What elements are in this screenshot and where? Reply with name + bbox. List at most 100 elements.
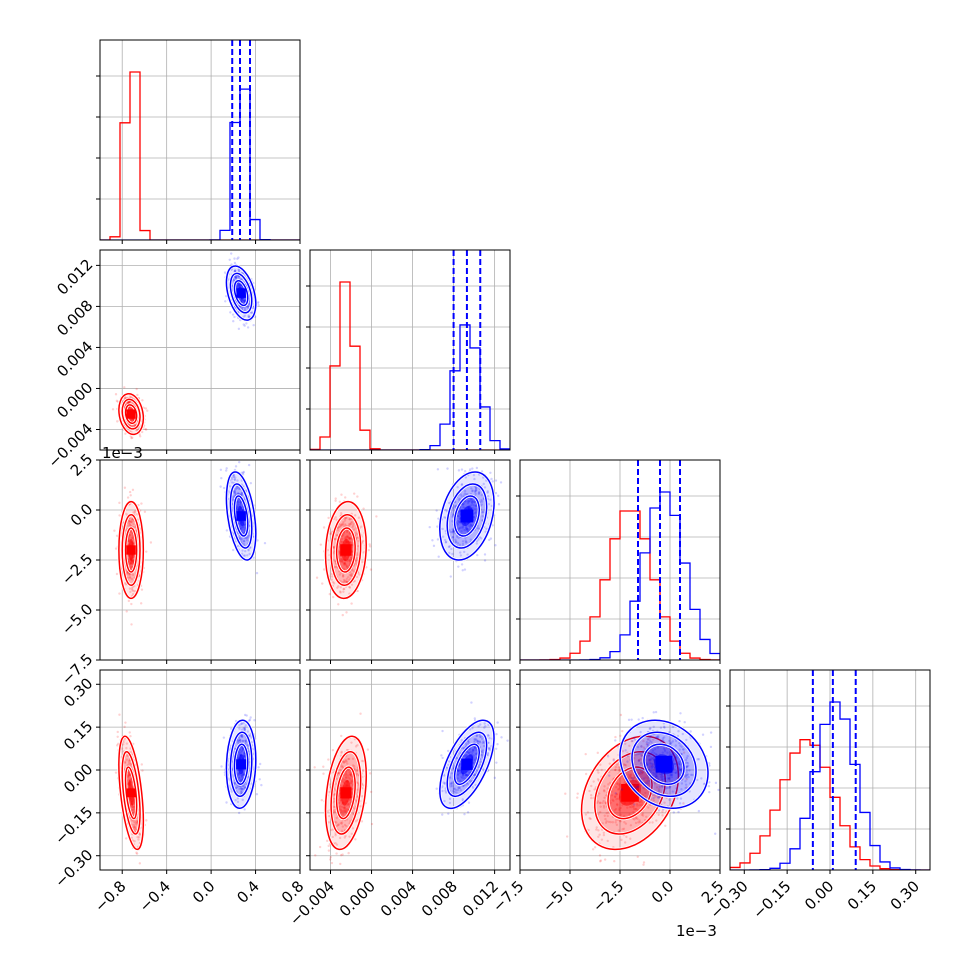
density-peak bbox=[460, 510, 473, 523]
scatter-point bbox=[440, 754, 442, 756]
scatter-point bbox=[585, 773, 587, 775]
scatter-point bbox=[594, 846, 596, 848]
scatter-point bbox=[484, 454, 486, 456]
scatter-point bbox=[494, 544, 496, 546]
scatter-point bbox=[238, 461, 240, 463]
scatter-point bbox=[488, 539, 490, 541]
scatter-point bbox=[243, 808, 245, 810]
scatter-point bbox=[225, 801, 227, 803]
scatter-point bbox=[496, 743, 498, 745]
scatter-point bbox=[447, 812, 449, 814]
scatter-point bbox=[619, 735, 621, 737]
scatter-point bbox=[370, 791, 372, 793]
scatter-point bbox=[250, 482, 252, 484]
scatter-point bbox=[436, 525, 438, 527]
scatter-point bbox=[118, 713, 120, 715]
scatter-point bbox=[313, 766, 315, 768]
scatter-point bbox=[323, 526, 325, 528]
scatter-point bbox=[224, 300, 226, 302]
scatter-point bbox=[643, 861, 645, 863]
scatter-point bbox=[447, 750, 449, 752]
scatter-point bbox=[229, 259, 231, 261]
scatter-point bbox=[641, 717, 643, 719]
scatter-point bbox=[331, 862, 333, 864]
scatter-point bbox=[446, 467, 448, 469]
scatter-point bbox=[220, 765, 222, 767]
scatter-point bbox=[253, 719, 255, 721]
scatter-point bbox=[335, 852, 337, 854]
grid-2-2 bbox=[520, 460, 720, 660]
scatter-point bbox=[259, 763, 261, 765]
scatter-point bbox=[236, 258, 238, 260]
scatter-point bbox=[259, 778, 261, 780]
scatter-point bbox=[245, 322, 247, 324]
scatter-point bbox=[113, 529, 115, 531]
scatter-point bbox=[458, 469, 460, 471]
joint-p0-p3 bbox=[114, 713, 262, 864]
scatter-point bbox=[220, 469, 222, 471]
scatter-point bbox=[229, 311, 231, 313]
scatter-point bbox=[340, 735, 342, 737]
scatter-point bbox=[564, 793, 566, 795]
density-peak bbox=[236, 288, 246, 298]
scatter-point bbox=[328, 849, 330, 851]
scatter-point bbox=[492, 480, 494, 482]
scatter-point bbox=[146, 410, 148, 412]
scatter-point bbox=[441, 813, 443, 815]
scatter-point bbox=[128, 600, 130, 602]
scatter-point bbox=[129, 731, 131, 733]
scatter-point bbox=[223, 736, 225, 738]
scatter-point bbox=[497, 495, 499, 497]
scatter-point bbox=[260, 784, 262, 786]
scatter-point bbox=[116, 736, 118, 738]
scatter-point bbox=[441, 730, 443, 732]
scatter-point bbox=[353, 492, 355, 494]
scatter-point bbox=[129, 735, 131, 737]
scatter-point bbox=[638, 718, 640, 720]
density-peak bbox=[340, 787, 351, 798]
scatter-point bbox=[604, 858, 606, 860]
scatter-point bbox=[314, 854, 316, 856]
scatter-point bbox=[256, 572, 258, 574]
scatter-point bbox=[327, 758, 329, 760]
scatter-point bbox=[437, 468, 439, 470]
scatter-point bbox=[135, 851, 137, 853]
scatter-point bbox=[369, 543, 371, 545]
scatter-point bbox=[145, 819, 147, 821]
scatter-point bbox=[708, 785, 710, 787]
scatter-point bbox=[350, 602, 352, 604]
scatter-point bbox=[115, 393, 117, 395]
scatter-point bbox=[247, 326, 249, 328]
scatter-point bbox=[344, 496, 346, 498]
scatter-point bbox=[316, 576, 318, 578]
density-peak bbox=[126, 409, 135, 418]
scatter-point bbox=[332, 596, 334, 598]
density-peak bbox=[461, 759, 472, 770]
scatter-point bbox=[340, 494, 342, 496]
scatter-point bbox=[135, 388, 137, 390]
scatter-point bbox=[362, 507, 364, 509]
scatter-point bbox=[329, 858, 331, 860]
scatter-point bbox=[256, 793, 258, 795]
scatter-point bbox=[495, 479, 497, 481]
scatter-point bbox=[471, 467, 473, 469]
scatter-point bbox=[495, 761, 497, 763]
scatter-point bbox=[461, 468, 463, 470]
scatter-point bbox=[484, 559, 486, 561]
scatter-point bbox=[117, 731, 119, 733]
scatter-point bbox=[506, 739, 508, 741]
scatter-point bbox=[321, 582, 323, 584]
scatter-point bbox=[340, 854, 342, 856]
histogram-p0 bbox=[100, 40, 300, 240]
scatter-point bbox=[371, 823, 373, 825]
scatter-point bbox=[326, 840, 328, 842]
scatter-point bbox=[320, 543, 322, 545]
scatter-point bbox=[464, 568, 466, 570]
scatter-point bbox=[342, 614, 344, 616]
scatter-point bbox=[429, 526, 431, 528]
scatter-point bbox=[322, 766, 324, 768]
scatter-point bbox=[220, 477, 222, 479]
histogram-p1 bbox=[310, 250, 510, 450]
scatter-point bbox=[124, 721, 126, 723]
scatter-point bbox=[576, 796, 578, 798]
